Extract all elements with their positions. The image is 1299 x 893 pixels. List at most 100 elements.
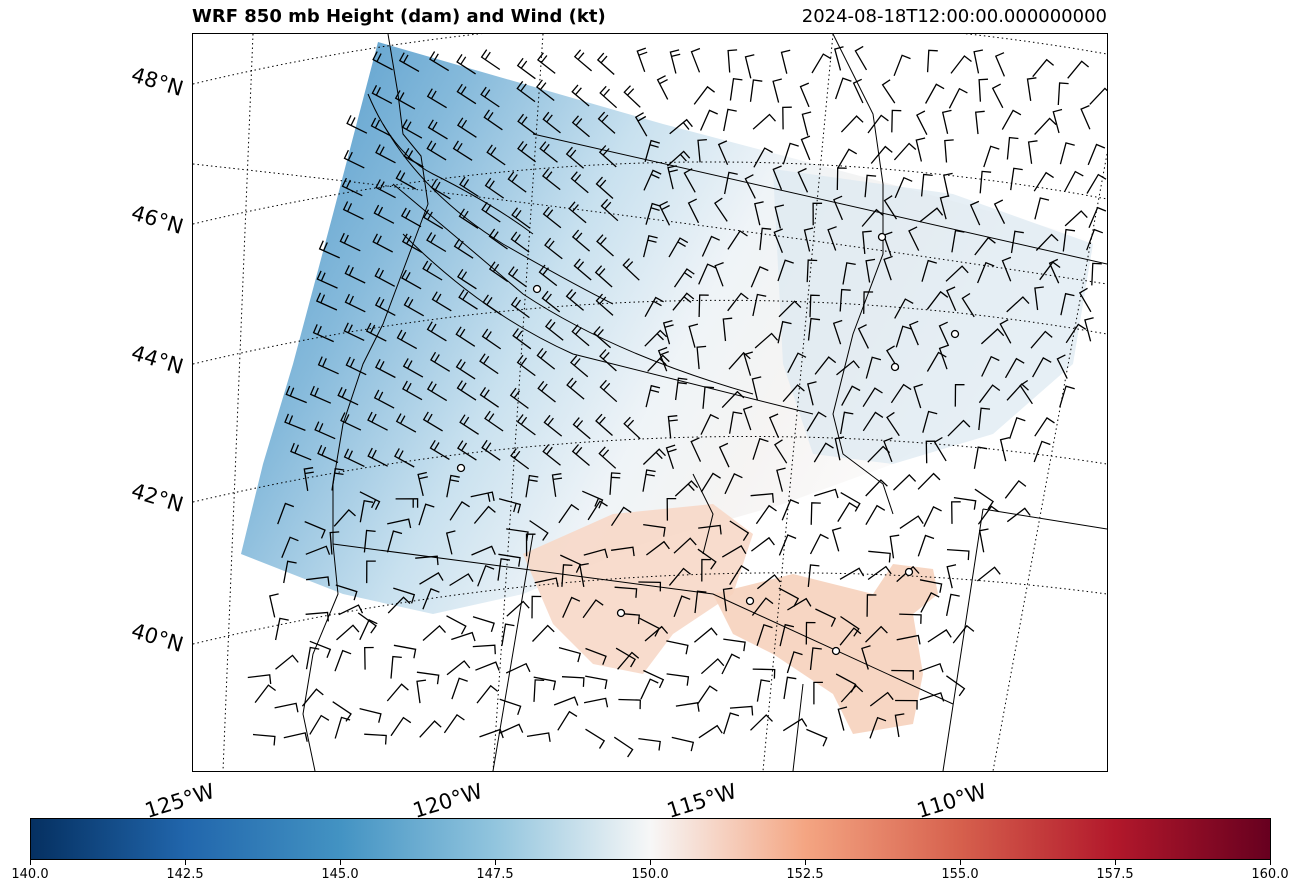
wind-barb	[834, 46, 844, 71]
wind-barb	[551, 473, 563, 497]
wind-barb	[342, 201, 364, 220]
wind-barb	[1001, 256, 1012, 282]
wind-barb	[595, 176, 614, 199]
wind-barb	[980, 328, 1005, 345]
wind-barb	[459, 414, 479, 435]
wind-barb	[864, 174, 877, 198]
wind-barb	[479, 353, 499, 375]
wind-barb	[978, 407, 991, 431]
wind-barb	[919, 579, 943, 593]
wind-barb	[857, 324, 869, 349]
wind-barb	[426, 140, 447, 161]
wind-barb	[476, 684, 499, 704]
wind-barb	[1086, 173, 1107, 194]
wind-barb	[1006, 296, 1030, 313]
wind-barb	[782, 384, 805, 403]
wind-barb	[946, 564, 957, 589]
wind-barb	[1056, 354, 1068, 379]
wind-barb	[587, 500, 608, 521]
wind-barb	[507, 266, 527, 288]
wind-barb	[917, 534, 935, 557]
wind-barb	[395, 413, 417, 433]
wind-barb	[1006, 507, 1031, 523]
wind-barb	[595, 293, 614, 316]
wind-barb	[458, 208, 479, 229]
wind-barb	[1064, 170, 1084, 192]
wind-barb	[883, 255, 893, 281]
wind-barb	[507, 171, 527, 193]
wind-barb	[978, 528, 989, 553]
wind-barb	[1057, 82, 1069, 106]
wind-barb	[277, 502, 295, 525]
wind-barb	[1026, 77, 1037, 101]
wind-barb	[529, 520, 549, 541]
wind-barb	[598, 446, 617, 469]
wind-barb	[657, 346, 669, 372]
colorbar-tick	[805, 860, 806, 865]
wind-barb	[722, 317, 733, 342]
wind-barb	[753, 147, 773, 168]
wind-barb	[477, 564, 495, 587]
wind-barb	[782, 142, 799, 165]
wind-barb	[927, 628, 952, 643]
wind-barb	[666, 640, 689, 655]
wind-barb	[599, 379, 618, 403]
wind-barb	[889, 534, 900, 559]
map-title: WRF 850 mb Height (dam) and Wind (kt)	[192, 6, 606, 27]
wind-barb	[402, 358, 424, 378]
wind-barb	[449, 573, 474, 587]
wind-barb	[582, 599, 604, 619]
wind-barb	[284, 413, 306, 432]
wind-barb	[938, 344, 949, 370]
wind-barb	[662, 319, 674, 345]
wind-barb	[318, 240, 340, 259]
wind-barb	[506, 600, 530, 617]
wind-barb	[560, 554, 582, 573]
wind-barb	[472, 644, 496, 655]
wind-barb	[779, 623, 795, 647]
wind-barb	[481, 328, 502, 350]
wind-barb	[837, 148, 858, 169]
wind-barb	[402, 380, 423, 401]
wind-barb	[427, 119, 448, 140]
wind-barb	[566, 377, 585, 400]
wind-barb	[331, 467, 345, 491]
wind-barb	[899, 613, 922, 624]
wind-barb	[579, 562, 589, 588]
wind-barb	[813, 442, 834, 463]
wind-barb	[338, 604, 364, 616]
wind-barb	[774, 439, 788, 464]
wind-barb	[723, 638, 746, 652]
height-field-west	[241, 42, 1107, 614]
wind-barb	[594, 265, 613, 288]
colorbar-tick	[340, 860, 341, 865]
wind-barb	[839, 567, 865, 580]
wind-barb	[329, 531, 340, 555]
wind-barb	[638, 737, 661, 751]
wind-barb	[951, 501, 961, 524]
map-panel[interactable]	[192, 33, 1108, 772]
wind-barb	[542, 206, 562, 229]
wind-barb	[572, 417, 591, 440]
wind-barb	[1065, 323, 1087, 344]
wind-barb	[933, 436, 947, 462]
wind-barb	[343, 448, 365, 467]
wind-barb	[640, 678, 659, 700]
wind-barb	[403, 296, 425, 317]
wind-barb	[696, 685, 718, 705]
wind-barb	[865, 356, 882, 379]
wind-barb	[374, 296, 396, 316]
wind-barb	[343, 149, 365, 169]
wind-barb	[787, 352, 807, 374]
wind-barb	[947, 419, 971, 437]
wind-barb	[303, 467, 314, 492]
wind-barb	[943, 172, 953, 197]
wind-barb	[416, 671, 440, 685]
wind-barb	[774, 204, 785, 229]
wind-barb	[837, 706, 848, 731]
wind-barb	[1034, 286, 1044, 311]
wind-barb	[915, 137, 926, 162]
wind-barb	[375, 179, 396, 199]
wind-barb	[643, 169, 662, 191]
wind-barb	[482, 294, 502, 316]
